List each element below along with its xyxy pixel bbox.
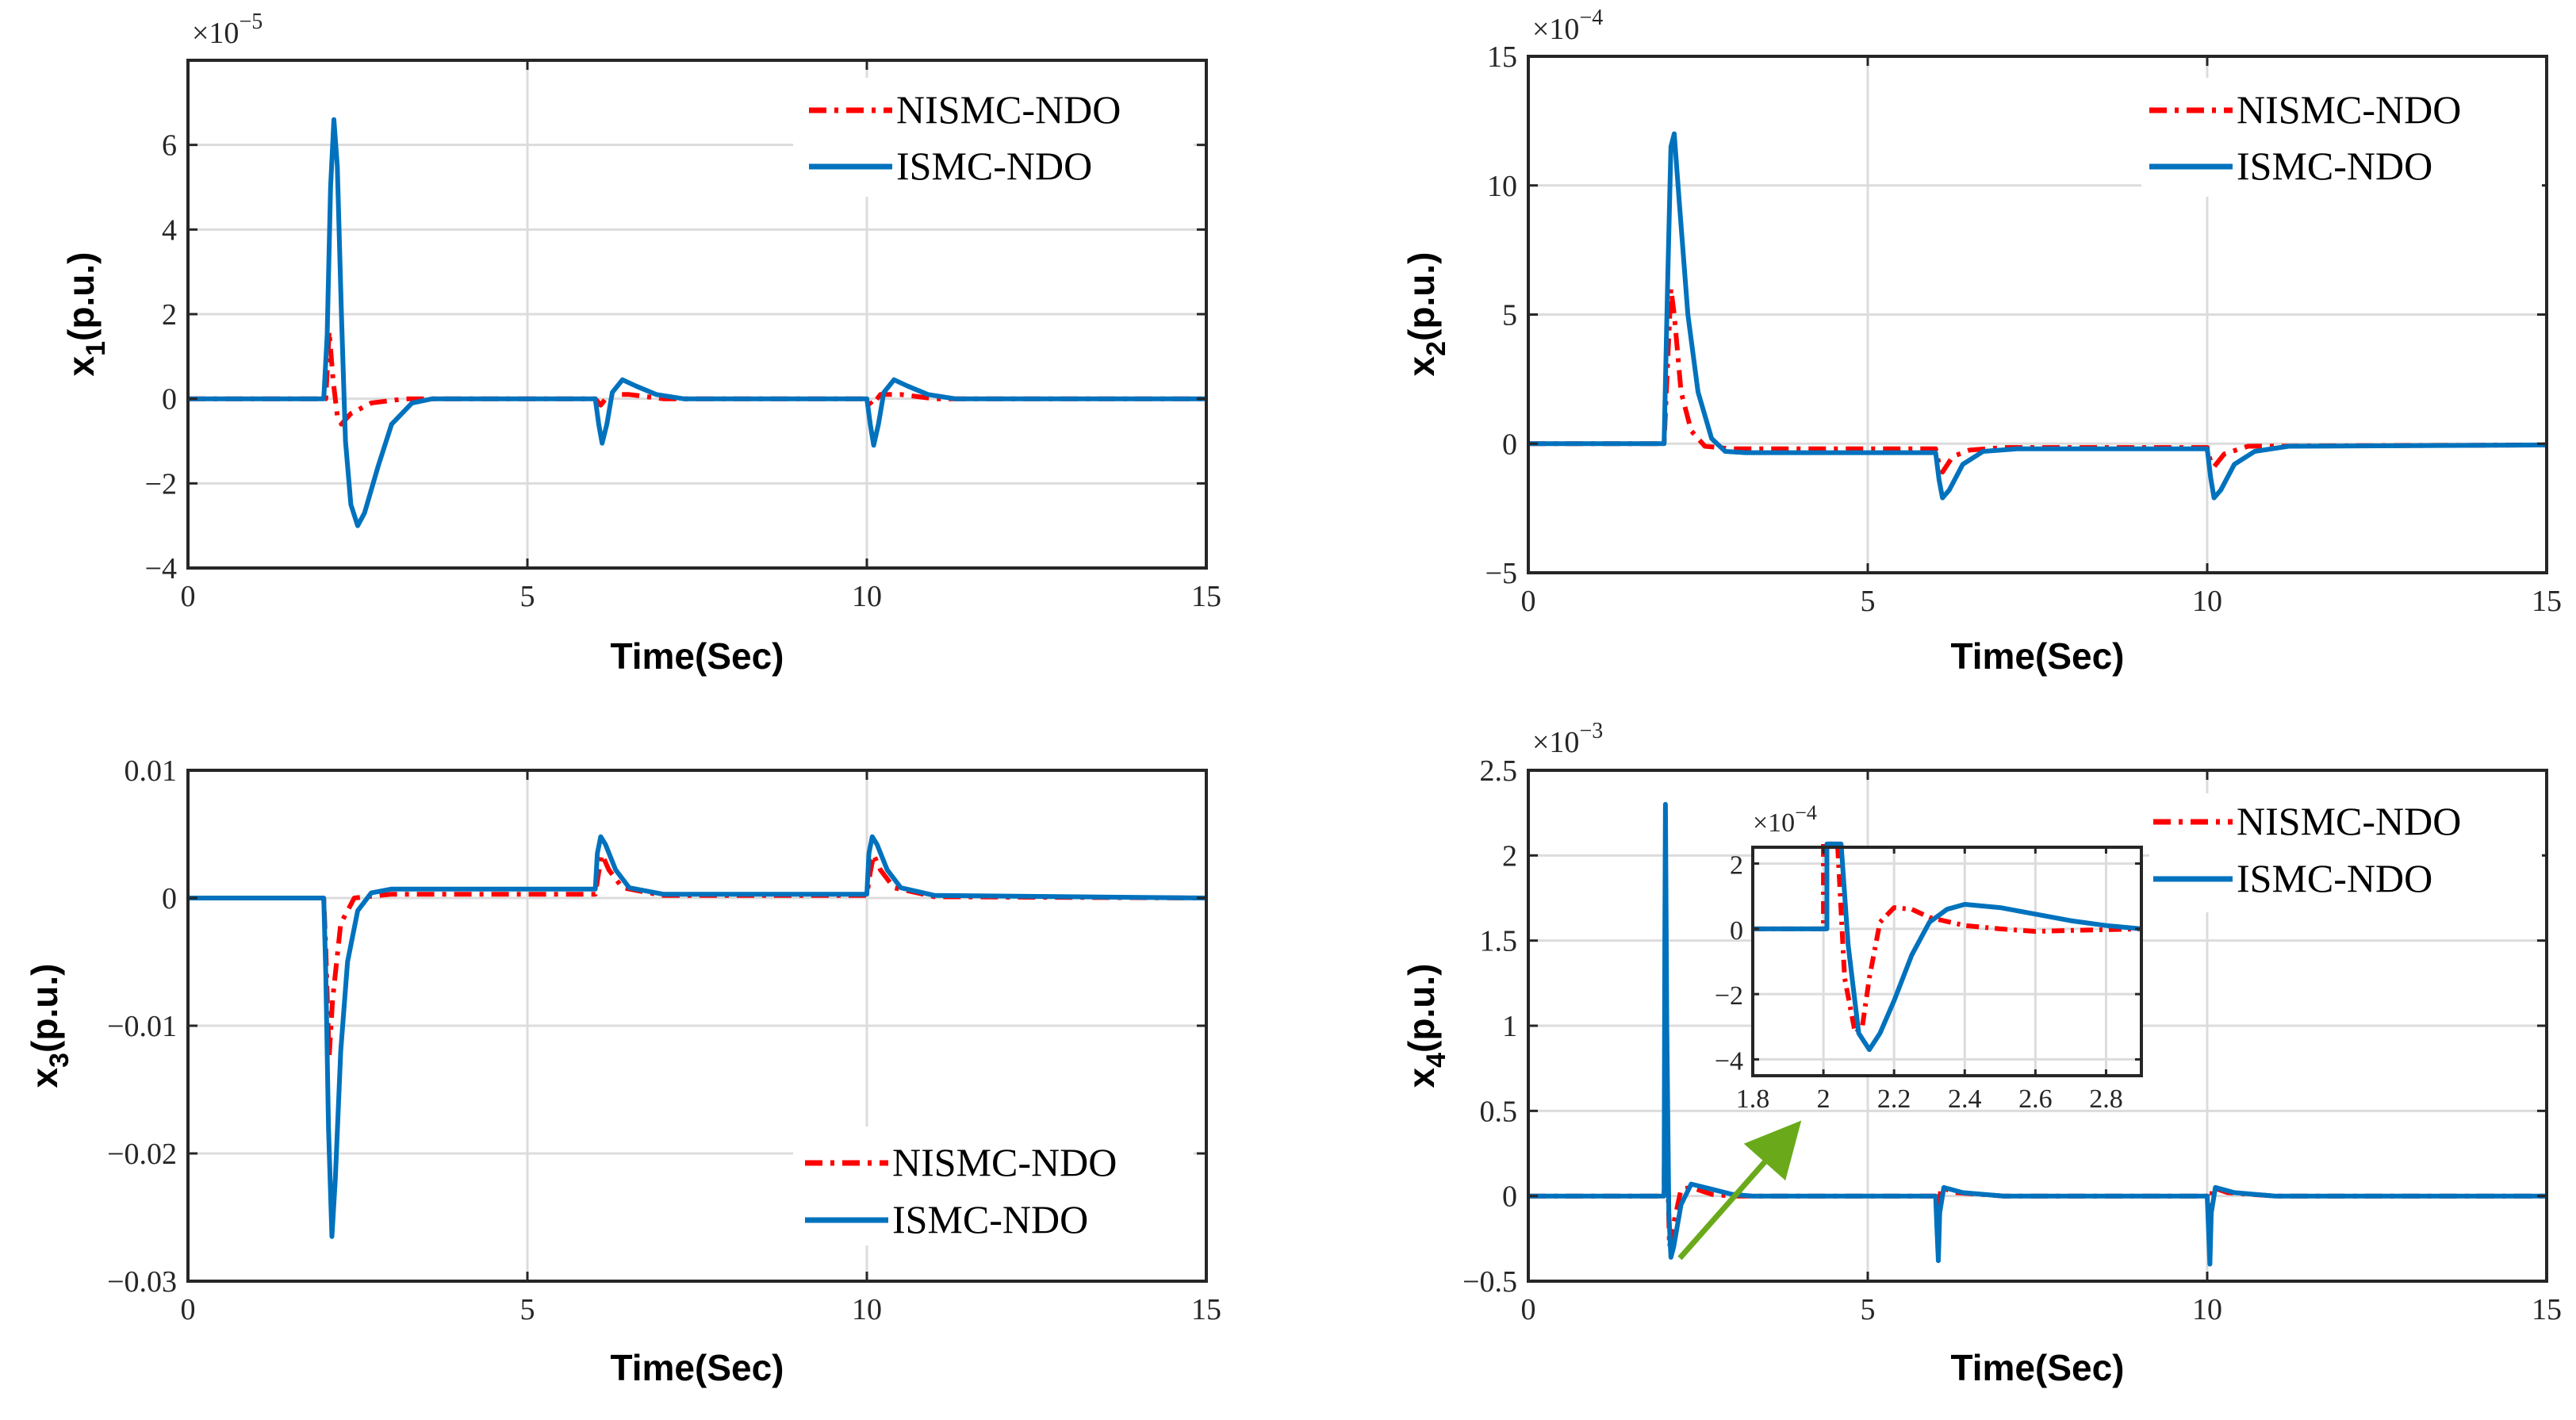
- chart-x4-legend: NISMC-NDO ISMC-NDO: [2149, 793, 2542, 912]
- y-tick-label: −4: [1715, 1046, 1743, 1076]
- series-ismc-ndo-line: [1753, 841, 2142, 1053]
- chart-x2-legend: NISMC-NDO ISMC-NDO: [2141, 78, 2542, 197]
- y-tick-label: 2: [1730, 851, 1743, 881]
- y-tick-label: −0.02: [107, 1138, 177, 1171]
- y-tick-label: 2.5: [1480, 754, 1518, 788]
- legend-label-ismc: ISMC-NDO: [892, 1197, 1088, 1242]
- y-tick-label: 0: [1730, 916, 1743, 946]
- x-tick-label: 0: [1521, 1293, 1536, 1326]
- legend-label-nismc: NISMC-NDO: [2237, 799, 2461, 843]
- y-tick-label: −2: [145, 467, 177, 501]
- y-tick-label: 0.01: [125, 754, 178, 788]
- x-tick-label: 2.4: [1948, 1084, 1982, 1114]
- series-nismc-ndo-line: [188, 852, 1207, 1061]
- legend-label-nismc: NISMC-NDO: [896, 87, 1121, 132]
- panel-x4: ×10−3 Time(Sec) x4(p.u.) 0 5 10 15−0.500.51…: [1401, 719, 2562, 1388]
- chart-x2-legend-box: [2141, 78, 2542, 197]
- chart-x2-xlabel: Time(Sec): [1950, 635, 2124, 677]
- x-tick-label: 15: [2532, 585, 2562, 618]
- x-tick-label: 2: [1817, 1084, 1830, 1114]
- y-tick-label: 0: [1502, 428, 1517, 461]
- x-tick-label: 10: [2192, 1293, 2222, 1326]
- y-tick-label: 5: [1502, 299, 1517, 332]
- x-tick-label: 0: [181, 580, 196, 613]
- x-tick-label: 0: [181, 1293, 196, 1326]
- y-tick-label: 2: [1502, 839, 1517, 873]
- chart-x3-xlabel: Time(Sec): [610, 1347, 784, 1388]
- y-tick-label: 0: [1502, 1180, 1517, 1214]
- y-tick-label: 4: [162, 213, 177, 247]
- chart-x4-series: [1528, 801, 2547, 1267]
- y-tick-label: −5: [1485, 557, 1517, 590]
- x-tick-label: 10: [852, 1293, 882, 1326]
- chart-x1-series: [188, 117, 1206, 528]
- x-tick-label: 2.2: [1877, 1084, 1911, 1114]
- x-tick-label: 1.8: [1736, 1084, 1770, 1114]
- x-tick-label: 15: [1191, 1293, 1221, 1326]
- series-ismc-ndo-line: [1528, 801, 2547, 1267]
- x-tick-label: 5: [520, 1293, 535, 1326]
- legend-label-ismc: ISMC-NDO: [2237, 856, 2432, 900]
- y-tick-label: 15: [1487, 40, 1517, 74]
- legend-label-nismc: NISMC-NDO: [2237, 87, 2461, 132]
- y-tick-label: 1.5: [1480, 925, 1518, 958]
- y-tick-label: −4: [145, 552, 177, 585]
- chart-x1-xlabel: Time(Sec): [610, 635, 784, 677]
- chart-x1-legend-box: [793, 78, 1194, 197]
- inset-series: [1753, 841, 2142, 1053]
- series-ismc-ndo-line: [188, 834, 1207, 1239]
- chart-x3-ylabel: x3(p.u.): [24, 964, 75, 1088]
- chart-x1-ylabel: x1(p.u.): [60, 252, 111, 377]
- legend-label-ismc: ISMC-NDO: [2237, 144, 2432, 188]
- y-tick-label: 0: [162, 383, 177, 416]
- chart-x2-exponent: ×10−4: [1532, 6, 1603, 46]
- x-tick-label: 5: [1861, 585, 1876, 618]
- inset-x4: ×10−4 1.8 2 2.2 2.4 2.6 2.8 −4 −2 0 2: [1715, 801, 2143, 1114]
- y-tick-label: 1: [1502, 1010, 1517, 1043]
- chart-x4-legend-box: [2149, 793, 2542, 912]
- panel-x3: Time(Sec) x3(p.u.) 0 5 10 15 −0.03 −0.02 −0.01…: [24, 754, 1221, 1388]
- y-tick-label: −0.5: [1462, 1265, 1517, 1299]
- y-tick-label: −0.03: [107, 1265, 177, 1299]
- x-tick-label: 15: [2532, 1293, 2562, 1326]
- chart-x1-exponent: ×10−5: [192, 10, 263, 50]
- inset-background: [1753, 847, 2141, 1076]
- x-tick-label: 10: [852, 580, 882, 613]
- chart-x4-exponent: ×10−3: [1532, 719, 1603, 759]
- x-tick-label: 0: [1521, 585, 1536, 618]
- y-tick-label: 0.5: [1480, 1095, 1518, 1128]
- chart-x3-legend: NISMC-NDO ISMC-NDO: [793, 1126, 1194, 1245]
- x-tick-label: 2.8: [2089, 1084, 2123, 1114]
- panel-x1: ×10−5 Time(Sec) x1(p.u.) 0 5 10 15−4−20246 …: [60, 10, 1221, 677]
- x-tick-label: 10: [2192, 585, 2222, 618]
- chart-x1-grid: [188, 60, 1206, 568]
- x-tick-label: 5: [1861, 1293, 1876, 1326]
- x-tick-label: 2.6: [2018, 1084, 2053, 1114]
- panel-x2: ×10−4 Time(Sec) x2(p.u.) 0 5 10 15−5051015 …: [1401, 6, 2562, 677]
- y-tick-label: 2: [162, 298, 177, 332]
- chart-x3-series: [188, 834, 1207, 1239]
- chart-x4-xlabel: Time(Sec): [1950, 1347, 2124, 1388]
- x-tick-label: 15: [1191, 580, 1221, 613]
- series-ismc-ndo-line: [188, 117, 1206, 528]
- zoom-arrow: [1677, 1120, 1802, 1261]
- y-tick-label: −2: [1715, 981, 1743, 1011]
- series-ismc-ndo-line: [1528, 131, 2547, 501]
- chart-x1-legend: NISMC-NDO ISMC-NDO: [793, 78, 1194, 197]
- inset-exponent: ×10−4: [1753, 801, 1817, 838]
- inset-frame: [1751, 846, 2143, 1077]
- y-tick-label: 6: [162, 129, 177, 163]
- chart-x4-ylabel: x4(p.u.): [1401, 964, 1451, 1088]
- legend-label-nismc: NISMC-NDO: [892, 1140, 1117, 1184]
- series-nismc-ndo-line: [1528, 286, 2547, 475]
- y-tick-label: −0.01: [107, 1010, 177, 1043]
- x-tick-label: 5: [520, 580, 535, 613]
- chart-x3-legend-box: [793, 1126, 1194, 1245]
- y-tick-label: 10: [1487, 170, 1517, 203]
- legend-label-ismc: ISMC-NDO: [896, 144, 1092, 188]
- chart-x2-ylabel: x2(p.u.): [1401, 252, 1451, 377]
- y-tick-label: 0: [162, 882, 177, 915]
- chart-x2-series: [1528, 131, 2547, 501]
